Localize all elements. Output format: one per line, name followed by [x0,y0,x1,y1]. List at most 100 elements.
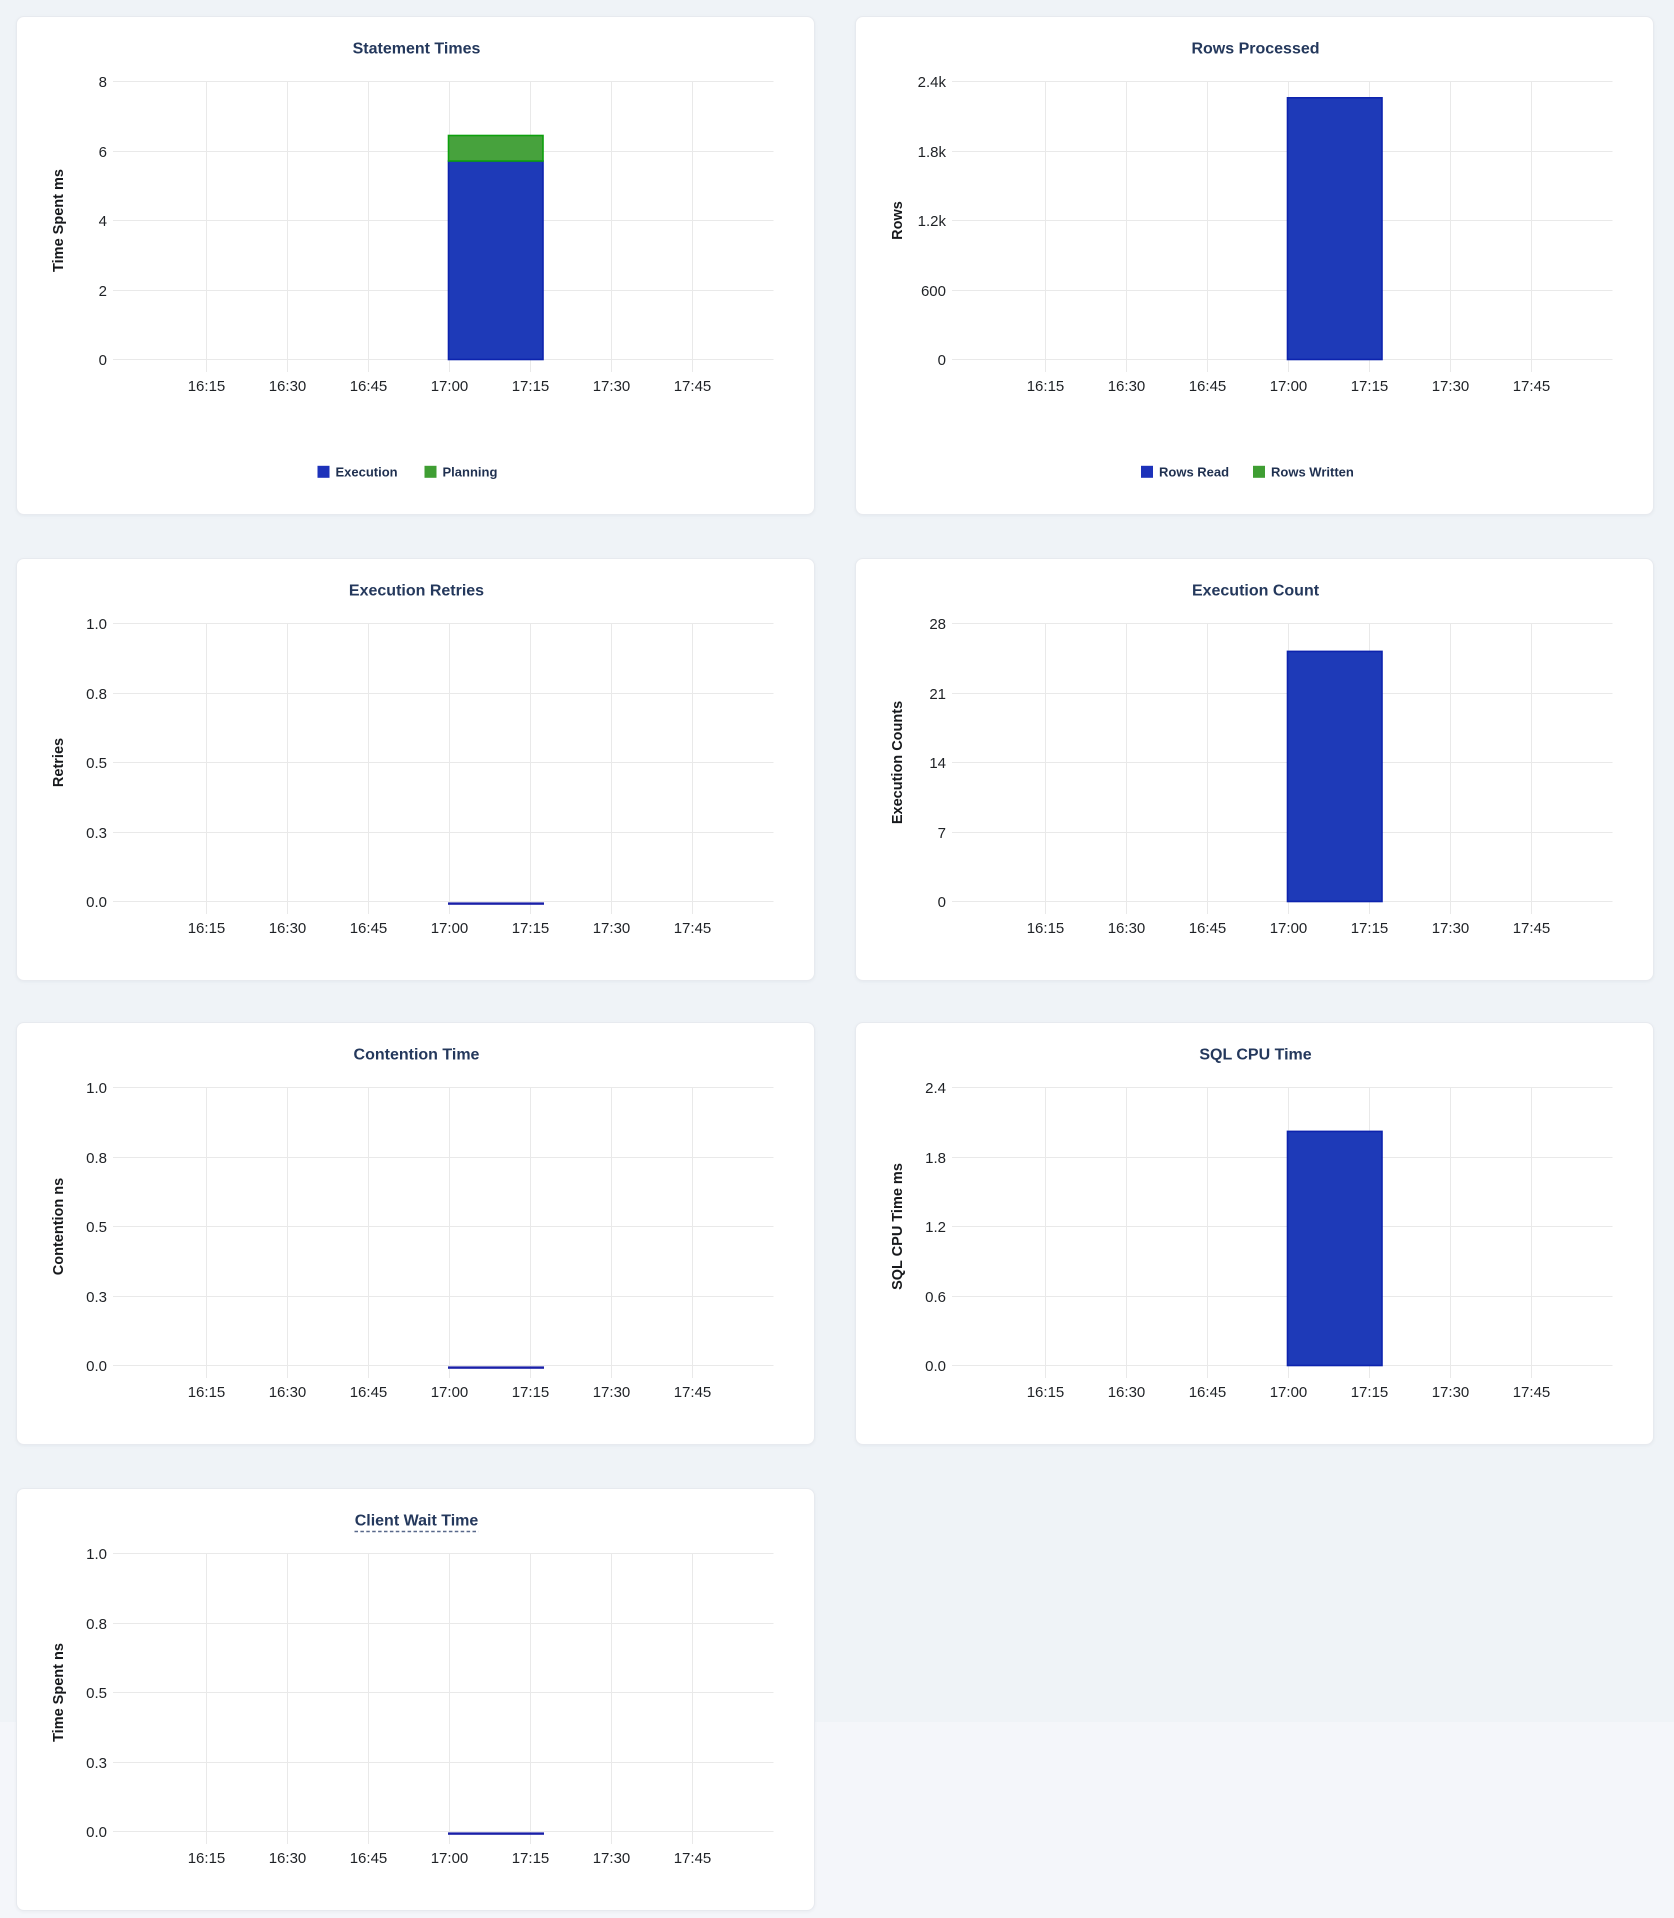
svg-text:16:45: 16:45 [349,1850,387,1867]
svg-text:17:15: 17:15 [1350,1384,1388,1401]
svg-text:16:15: 16:15 [187,378,225,395]
svg-text:21: 21 [929,686,946,703]
svg-text:1.2k: 1.2k [917,213,946,230]
svg-text:17:45: 17:45 [673,378,711,395]
svg-text:17:45: 17:45 [673,1850,711,1867]
svg-text:17:15: 17:15 [511,378,549,395]
svg-text:6: 6 [98,144,106,161]
svg-text:17:45: 17:45 [1512,920,1550,937]
svg-text:17:15: 17:15 [511,920,549,937]
svg-text:2: 2 [98,283,106,300]
svg-text:16:45: 16:45 [1188,1384,1226,1401]
svg-text:SQL CPU Time ms: SQL CPU Time ms [890,1163,906,1290]
svg-text:17:45: 17:45 [673,1384,711,1401]
svg-text:Time Spent ns: Time Spent ns [51,1643,67,1742]
svg-text:0.5: 0.5 [86,1219,107,1236]
svg-text:0: 0 [98,352,106,369]
svg-text:Statement Times: Statement Times [352,41,480,58]
svg-text:Retries: Retries [51,738,67,787]
svg-text:17:45: 17:45 [673,920,711,937]
svg-text:0.5: 0.5 [86,755,107,772]
svg-text:Rows Read: Rows Read [1159,465,1229,480]
svg-text:17:00: 17:00 [430,378,468,395]
svg-text:1.8k: 1.8k [917,144,946,161]
svg-text:0.0: 0.0 [86,894,107,911]
svg-text:17:15: 17:15 [1350,378,1388,395]
svg-text:16:30: 16:30 [1107,920,1145,937]
svg-text:16:45: 16:45 [349,1384,387,1401]
svg-text:28: 28 [929,616,946,633]
svg-text:0.0: 0.0 [86,1358,107,1375]
svg-text:16:15: 16:15 [1026,1384,1064,1401]
svg-text:Contention ns: Contention ns [51,1178,67,1275]
svg-text:16:30: 16:30 [268,1850,306,1867]
svg-text:Time Spent ms: Time Spent ms [51,169,67,272]
svg-text:Planning: Planning [442,465,497,480]
svg-text:17:15: 17:15 [1350,920,1388,937]
svg-text:17:30: 17:30 [592,1384,630,1401]
svg-text:16:45: 16:45 [349,920,387,937]
svg-text:0.8: 0.8 [86,1616,107,1633]
svg-text:16:15: 16:15 [1026,378,1064,395]
svg-text:16:15: 16:15 [187,920,225,937]
svg-text:0.3: 0.3 [86,825,107,842]
svg-text:7: 7 [937,825,945,842]
svg-text:Execution: Execution [335,465,397,480]
svg-text:16:30: 16:30 [1107,378,1145,395]
svg-text:14: 14 [929,755,946,772]
svg-text:SQL CPU Time: SQL CPU Time [1199,1047,1311,1064]
svg-text:Execution Count: Execution Count [1191,583,1319,600]
svg-text:0.5: 0.5 [86,1685,107,1702]
svg-text:0.6: 0.6 [925,1289,946,1306]
svg-text:0: 0 [937,894,945,911]
svg-text:Client Wait Time: Client Wait Time [354,1513,478,1530]
svg-text:1.0: 1.0 [86,1080,107,1097]
svg-text:16:30: 16:30 [268,378,306,395]
svg-text:17:00: 17:00 [1269,1384,1307,1401]
svg-text:16:30: 16:30 [268,920,306,937]
svg-text:17:00: 17:00 [430,920,468,937]
svg-text:17:30: 17:30 [1431,920,1469,937]
svg-text:Contention Time: Contention Time [353,1047,479,1064]
svg-text:4: 4 [98,213,106,230]
svg-text:17:00: 17:00 [430,1384,468,1401]
svg-text:600: 600 [920,283,945,300]
svg-text:8: 8 [98,74,106,91]
svg-text:Execution Retries: Execution Retries [348,583,483,600]
svg-text:17:30: 17:30 [592,378,630,395]
svg-text:1.0: 1.0 [86,616,107,633]
svg-text:16:30: 16:30 [268,1384,306,1401]
svg-text:Rows Written: Rows Written [1271,465,1354,480]
svg-text:2.4: 2.4 [925,1080,946,1097]
svg-text:0.3: 0.3 [86,1289,107,1306]
svg-text:0.3: 0.3 [86,1755,107,1772]
svg-text:17:00: 17:00 [430,1850,468,1867]
svg-text:Execution Counts: Execution Counts [890,701,906,824]
svg-text:16:45: 16:45 [1188,920,1226,937]
svg-text:16:15: 16:15 [1026,920,1064,937]
svg-text:17:45: 17:45 [1512,1384,1550,1401]
svg-text:16:45: 16:45 [349,378,387,395]
svg-text:17:45: 17:45 [1512,378,1550,395]
svg-text:17:30: 17:30 [1431,378,1469,395]
svg-text:0.0: 0.0 [86,1824,107,1841]
svg-text:1.2: 1.2 [925,1219,946,1236]
svg-text:0: 0 [937,352,945,369]
svg-text:16:15: 16:15 [187,1384,225,1401]
svg-text:17:30: 17:30 [592,1850,630,1867]
svg-text:1.0: 1.0 [86,1546,107,1563]
svg-text:16:45: 16:45 [1188,378,1226,395]
svg-text:1.8: 1.8 [925,1150,946,1167]
svg-text:16:15: 16:15 [187,1850,225,1867]
svg-text:17:30: 17:30 [1431,1384,1469,1401]
svg-text:Rows: Rows [890,201,906,240]
svg-text:17:00: 17:00 [1269,378,1307,395]
svg-text:0.0: 0.0 [925,1358,946,1375]
svg-text:0.8: 0.8 [86,686,107,703]
svg-text:17:00: 17:00 [1269,920,1307,937]
svg-text:17:15: 17:15 [511,1850,549,1867]
svg-text:16:30: 16:30 [1107,1384,1145,1401]
svg-text:2.4k: 2.4k [917,74,946,91]
svg-text:17:30: 17:30 [592,920,630,937]
svg-text:Rows Processed: Rows Processed [1191,41,1319,58]
